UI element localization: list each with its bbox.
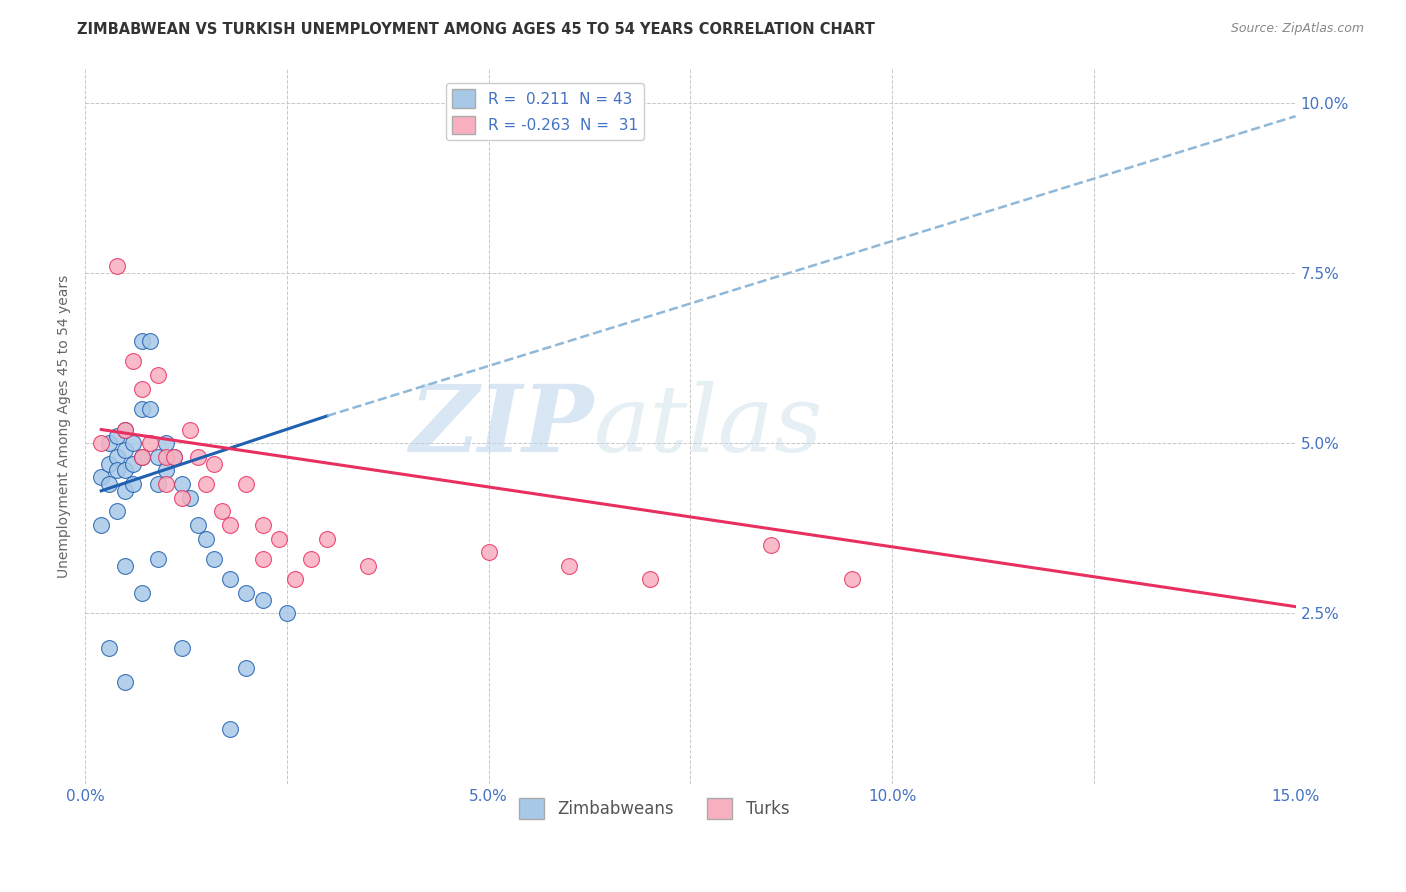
Point [105, 450, 128, 464]
Point [138, 334, 160, 348]
Point [131, 450, 153, 464]
Point [276, 607, 298, 621]
Point [219, 723, 242, 737]
Point [316, 532, 339, 546]
Point [179, 491, 201, 505]
Point [98, 457, 121, 471]
Point [202, 552, 225, 566]
Point [299, 552, 322, 566]
Point [105, 259, 128, 273]
Point [155, 450, 177, 464]
Point [131, 382, 153, 396]
Point [98, 436, 121, 450]
Point [202, 457, 225, 471]
Point [187, 450, 209, 464]
Point [252, 552, 274, 566]
Point [114, 463, 136, 477]
Point [131, 450, 153, 464]
Point [146, 368, 169, 382]
Text: Source: ZipAtlas.com: Source: ZipAtlas.com [1230, 22, 1364, 36]
Text: ZIMBABWEAN VS TURKISH UNEMPLOYMENT AMONG AGES 45 TO 54 YEARS CORRELATION CHART: ZIMBABWEAN VS TURKISH UNEMPLOYMENT AMONG… [77, 22, 875, 37]
Point [841, 573, 863, 587]
Point [138, 402, 160, 417]
Point [759, 538, 782, 552]
Point [138, 436, 160, 450]
Point [252, 517, 274, 532]
Point [356, 558, 378, 573]
Text: atlas: atlas [593, 381, 823, 471]
Point [163, 450, 186, 464]
Point [98, 477, 121, 491]
Point [558, 558, 581, 573]
Text: ZIP: ZIP [409, 381, 593, 471]
Point [114, 483, 136, 498]
Point [179, 423, 201, 437]
Point [114, 442, 136, 457]
Point [195, 532, 218, 546]
Point [155, 436, 177, 450]
Point [252, 592, 274, 607]
Point [122, 354, 145, 368]
Point [155, 477, 177, 491]
Point [131, 586, 153, 600]
Point [170, 640, 193, 655]
Point [235, 586, 257, 600]
Point [90, 436, 112, 450]
Point [122, 477, 145, 491]
Point [170, 491, 193, 505]
Point [131, 402, 153, 417]
Point [155, 463, 177, 477]
Point [163, 450, 186, 464]
Point [284, 573, 307, 587]
Point [146, 450, 169, 464]
Point [105, 429, 128, 443]
Point [98, 640, 121, 655]
Point [114, 423, 136, 437]
Legend: Zimbabweans, Turks: Zimbabweans, Turks [512, 792, 796, 825]
Point [90, 470, 112, 484]
Point [211, 504, 233, 518]
Point [114, 423, 136, 437]
Point [105, 504, 128, 518]
Point [219, 517, 242, 532]
Point [195, 477, 218, 491]
Point [114, 558, 136, 573]
Point [187, 517, 209, 532]
Point [477, 545, 499, 559]
Point [235, 477, 257, 491]
Point [122, 436, 145, 450]
Point [131, 334, 153, 348]
Point [267, 532, 290, 546]
Point [146, 552, 169, 566]
Point [90, 517, 112, 532]
Point [114, 674, 136, 689]
Point [170, 477, 193, 491]
Point [122, 457, 145, 471]
Point [105, 463, 128, 477]
Point [146, 477, 169, 491]
Point [638, 573, 661, 587]
Point [235, 661, 257, 675]
Y-axis label: Unemployment Among Ages 45 to 54 years: Unemployment Among Ages 45 to 54 years [58, 275, 72, 578]
Point [219, 573, 242, 587]
